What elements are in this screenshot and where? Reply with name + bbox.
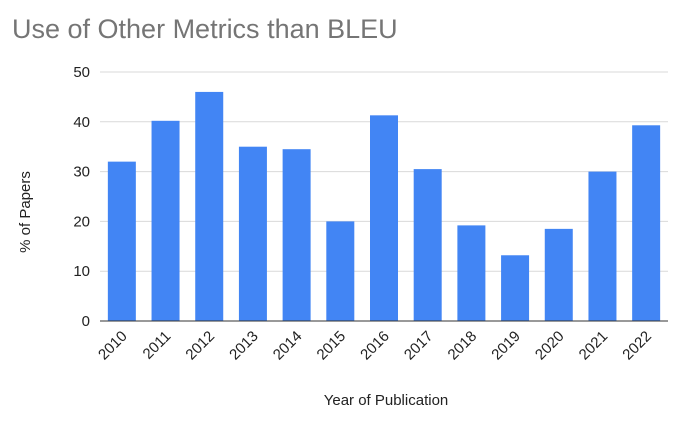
y-tick-label: 50 [73, 64, 90, 81]
x-tick-label: 2017 [401, 328, 437, 364]
y-tick-label: 20 [73, 213, 90, 230]
y-tick-label: 30 [73, 164, 90, 181]
bar-2019 [501, 255, 530, 321]
x-tick-label: 2011 [140, 328, 175, 363]
bar-2018 [457, 225, 486, 321]
bar-2014 [282, 149, 311, 321]
x-axis-ticks: 2010 2011 2012 2013 2014 2015 2016 2017 2018 2019… [95, 328, 655, 364]
x-tick-label: 2018 [445, 328, 481, 364]
x-tick-label: 2022 [619, 328, 655, 364]
chart-title: Use of Other Metrics than BLEU [12, 14, 398, 44]
y-axis-ticks: 0 10 20 30 40 50 [73, 64, 90, 330]
bar-2022 [632, 125, 661, 321]
bar-2016 [370, 115, 398, 322]
bar-2013 [238, 146, 267, 321]
x-tick-label: 2010 [95, 328, 131, 364]
x-tick-label: 2012 [182, 328, 218, 364]
bar-2020 [544, 228, 573, 321]
y-tick-label: 0 [82, 313, 90, 330]
x-tick-label: 2021 [576, 328, 612, 364]
x-tick-label: 2016 [357, 328, 393, 364]
y-tick-label: 40 [73, 114, 90, 131]
bar-2010 [107, 161, 136, 321]
y-axis-label: % of Papers [17, 171, 34, 253]
bar-2017 [413, 169, 442, 321]
bar-2021 [588, 171, 617, 321]
y-tick-label: 10 [73, 263, 90, 280]
bars [107, 91, 661, 322]
x-tick-label: 2020 [532, 328, 568, 364]
x-tick-label: 2019 [488, 328, 524, 364]
bar-2011 [151, 120, 180, 321]
bar-2015 [326, 221, 355, 321]
bar-2012 [195, 91, 224, 321]
x-tick-label: 2014 [270, 328, 306, 364]
x-axis-label: Year of Publication [324, 392, 449, 409]
x-tick-label: 2015 [314, 328, 350, 364]
x-tick-label: 2013 [226, 328, 262, 364]
